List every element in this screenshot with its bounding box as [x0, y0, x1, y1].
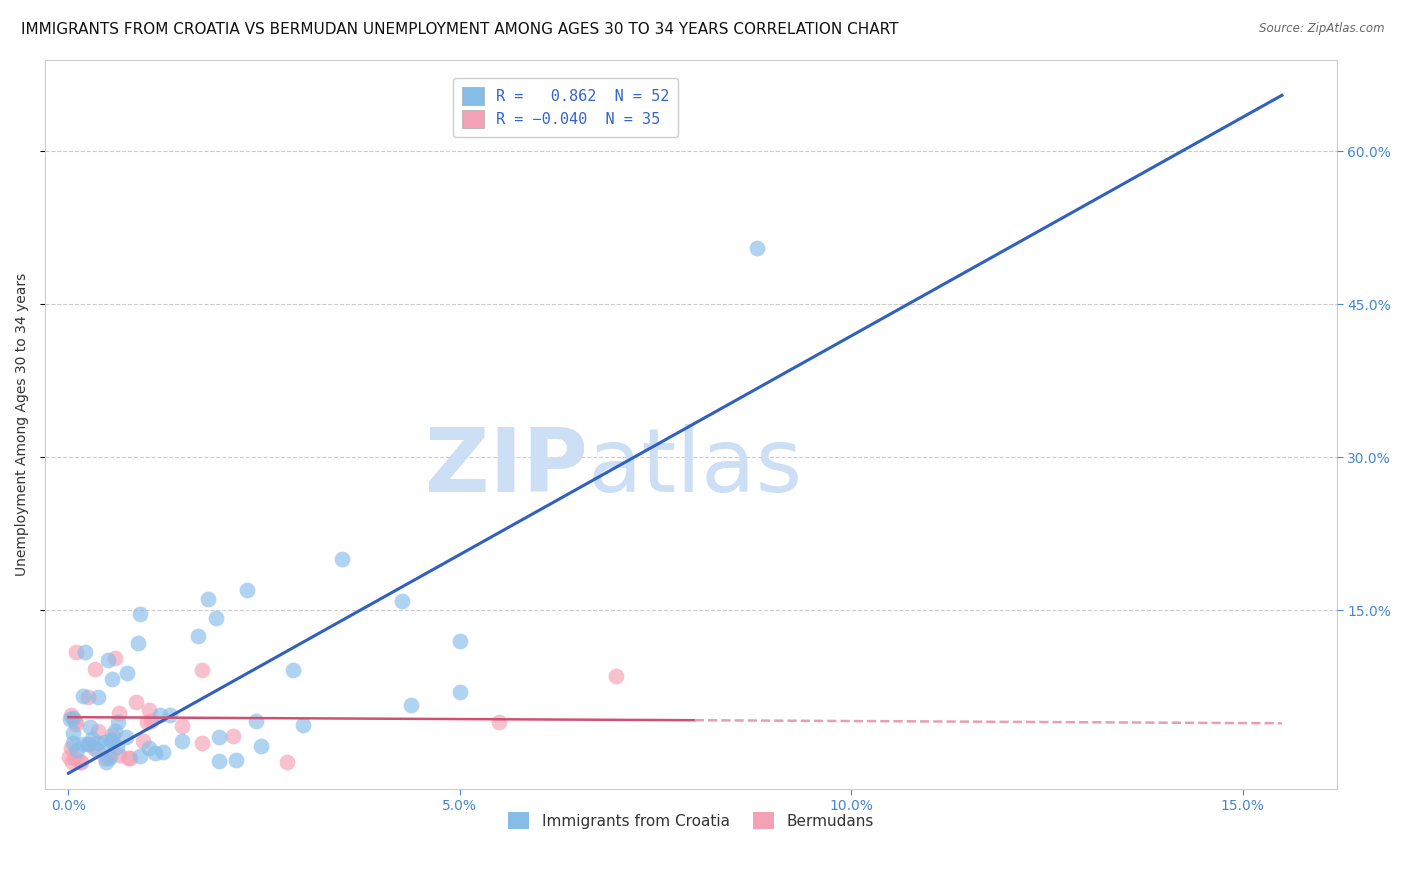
- Point: [127, 636, 149, 650]
- Point: [63, 714, 86, 728]
- Point: [747, 241, 769, 255]
- Point: [132, 734, 155, 748]
- Point: [98, 751, 121, 765]
- Point: [62, 736, 84, 750]
- Point: [107, 714, 129, 729]
- Point: [87, 736, 110, 750]
- Point: [222, 729, 245, 743]
- Point: [172, 734, 194, 748]
- Point: [77, 690, 100, 704]
- Point: [128, 748, 150, 763]
- Point: [197, 592, 219, 607]
- Point: [62, 725, 84, 739]
- Point: [152, 745, 174, 759]
- Point: [66, 743, 89, 757]
- Point: [124, 695, 146, 709]
- Text: atlas: atlas: [588, 425, 803, 511]
- Point: [63, 751, 86, 765]
- Point: [117, 665, 139, 680]
- Point: [191, 736, 214, 750]
- Point: [245, 714, 267, 728]
- Y-axis label: Unemployment Among Ages 30 to 34 years: Unemployment Among Ages 30 to 34 years: [15, 272, 30, 575]
- Point: [401, 698, 423, 712]
- Point: [101, 734, 124, 748]
- Point: [83, 662, 105, 676]
- Point: [115, 730, 138, 744]
- Point: [332, 552, 354, 566]
- Point: [80, 732, 103, 747]
- Point: [72, 689, 94, 703]
- Point: [94, 755, 117, 769]
- Point: [83, 741, 105, 756]
- Point: [159, 707, 181, 722]
- Point: [250, 739, 273, 753]
- Point: [108, 706, 131, 721]
- Point: [605, 669, 627, 683]
- Point: [101, 672, 124, 686]
- Point: [58, 750, 80, 764]
- Point: [100, 747, 122, 762]
- Point: [79, 720, 101, 734]
- Point: [94, 751, 117, 765]
- Text: IMMIGRANTS FROM CROATIA VS BERMUDAN UNEMPLOYMENT AMONG AGES 30 TO 34 YEARS CORRE: IMMIGRANTS FROM CROATIA VS BERMUDAN UNEM…: [21, 22, 898, 37]
- Point: [149, 707, 172, 722]
- Point: [449, 633, 471, 648]
- Point: [77, 737, 100, 751]
- Point: [391, 594, 413, 608]
- Point: [65, 645, 87, 659]
- Point: [225, 753, 247, 767]
- Point: [104, 650, 127, 665]
- Point: [138, 740, 160, 755]
- Point: [72, 737, 94, 751]
- Text: ZIP: ZIP: [425, 425, 588, 511]
- Point: [97, 652, 120, 666]
- Point: [128, 607, 150, 621]
- Point: [191, 663, 214, 677]
- Point: [73, 645, 96, 659]
- Point: [488, 715, 510, 730]
- Point: [236, 583, 259, 598]
- Point: [105, 739, 128, 754]
- Point: [187, 629, 209, 643]
- Point: [101, 728, 124, 742]
- Point: [136, 715, 159, 730]
- Point: [208, 730, 231, 744]
- Point: [104, 724, 127, 739]
- Point: [145, 747, 167, 761]
- Point: [449, 684, 471, 698]
- Point: [108, 747, 131, 762]
- Point: [292, 718, 315, 732]
- Point: [60, 755, 83, 769]
- Point: [208, 754, 231, 768]
- Point: [86, 690, 108, 705]
- Text: Source: ZipAtlas.com: Source: ZipAtlas.com: [1260, 22, 1385, 36]
- Legend: Immigrants from Croatia, Bermudans: Immigrants from Croatia, Bermudans: [502, 805, 880, 836]
- Point: [60, 708, 83, 723]
- Point: [205, 611, 228, 625]
- Point: [117, 751, 139, 765]
- Point: [86, 743, 108, 757]
- Point: [69, 755, 91, 769]
- Point: [60, 741, 83, 756]
- Point: [59, 712, 82, 726]
- Point: [276, 755, 298, 769]
- Point: [118, 751, 141, 765]
- Point: [69, 755, 91, 769]
- Point: [141, 714, 163, 728]
- Point: [100, 733, 122, 747]
- Point: [138, 703, 160, 717]
- Point: [77, 737, 100, 751]
- Point: [283, 664, 305, 678]
- Point: [65, 717, 87, 731]
- Point: [93, 734, 115, 748]
- Point: [170, 719, 193, 733]
- Point: [86, 723, 108, 738]
- Point: [62, 711, 84, 725]
